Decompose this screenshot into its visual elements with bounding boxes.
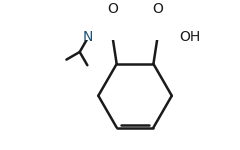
Text: OH: OH	[179, 30, 200, 44]
Text: O: O	[107, 2, 118, 16]
Text: O: O	[152, 2, 163, 16]
Text: N: N	[83, 30, 93, 44]
